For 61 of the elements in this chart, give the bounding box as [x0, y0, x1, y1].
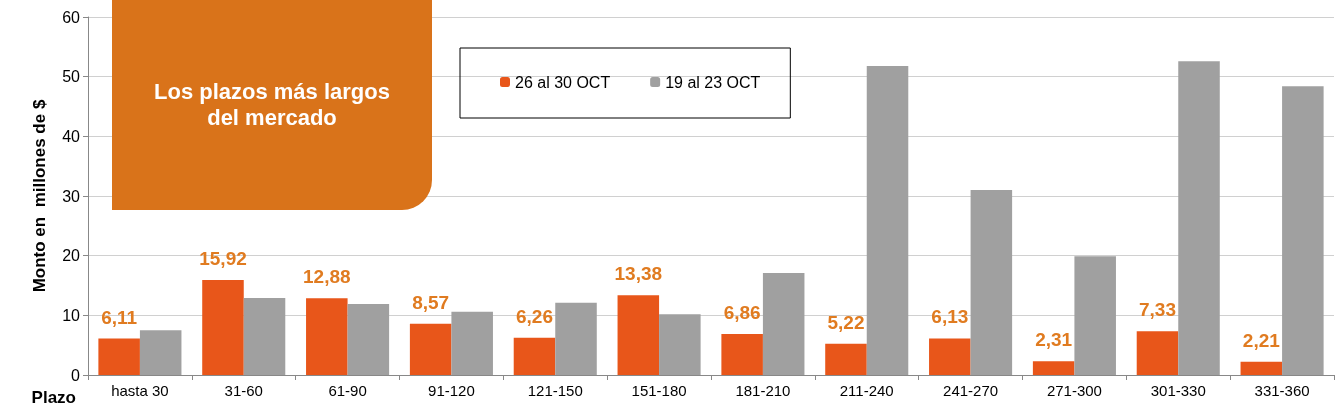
data-label: 2,31: [1035, 329, 1073, 351]
x-tick-label: 301-330: [1150, 382, 1206, 399]
bar: [347, 304, 390, 375]
bar: [970, 190, 1013, 375]
data-label: 2,21: [1242, 329, 1281, 351]
bar: [555, 302, 597, 375]
y-tick-label: 50: [62, 68, 81, 86]
bar: [1136, 331, 1179, 375]
bar: [409, 323, 452, 375]
x-tick-label: 61-90: [328, 382, 367, 399]
bar: [721, 334, 763, 375]
bar: [306, 298, 348, 375]
bar: [139, 330, 182, 375]
data-label: 12,88: [303, 266, 351, 288]
rounded-text-box: Los plazos más largos del mercado: [112, 0, 432, 210]
legend-label: 19 al 23 OCT: [665, 73, 761, 91]
bar: [1240, 361, 1283, 375]
y-tick-label: 0: [71, 366, 81, 384]
x-tick-label: 241-270: [943, 382, 999, 399]
data-label: 8,57: [412, 291, 450, 313]
y-tick-label: 60: [62, 8, 81, 26]
x-tick-label: 91-120: [428, 382, 475, 399]
bar: [202, 280, 244, 375]
data-label: 6,13: [931, 306, 969, 328]
x-tick-label: 151-180: [631, 382, 687, 399]
x-tick-label: 331-360: [1254, 382, 1310, 399]
bar: [1282, 86, 1324, 375]
bar: [1032, 361, 1075, 375]
bar: [866, 65, 909, 375]
data-label: 15,92: [199, 248, 247, 270]
bar: [1178, 61, 1220, 375]
legend-label: 26 al 30 OCT: [515, 73, 611, 91]
bar: [929, 338, 971, 375]
data-label: 7,33: [1138, 299, 1176, 321]
annotation: Los plazos más largos del mercado: [153, 79, 391, 131]
bar: [825, 343, 867, 375]
bar: [98, 338, 140, 375]
bar: [513, 337, 556, 375]
x-tick-label: 31-60: [224, 382, 263, 399]
x-tick-label: 181-210: [735, 382, 791, 399]
data-label: 6,86: [723, 302, 761, 324]
bar: [1074, 256, 1116, 375]
x-tick-label: 211-240: [839, 382, 894, 399]
bar: [617, 295, 660, 375]
x-axis-title: Plazo: [31, 388, 76, 407]
bar: [243, 298, 286, 375]
x-tick-label: hasta 30: [111, 382, 169, 399]
y-axis-title: Monto en millones de $: [30, 99, 49, 293]
y-tick-label: 10: [62, 306, 81, 324]
bar: [659, 314, 701, 375]
x-tick-label: 121-150: [527, 382, 583, 399]
data-label: 6,26: [515, 305, 553, 327]
bar: [451, 311, 493, 375]
y-tick-label: 40: [62, 127, 81, 145]
data-label: 6,11: [101, 306, 138, 328]
x-tick-label: 271-300: [1046, 382, 1102, 399]
bar: [762, 272, 805, 375]
data-label: 5,22: [827, 311, 865, 333]
data-label: 13,38: [614, 263, 663, 285]
y-tick-label: 30: [62, 187, 81, 205]
y-tick-label: 20: [62, 247, 81, 265]
